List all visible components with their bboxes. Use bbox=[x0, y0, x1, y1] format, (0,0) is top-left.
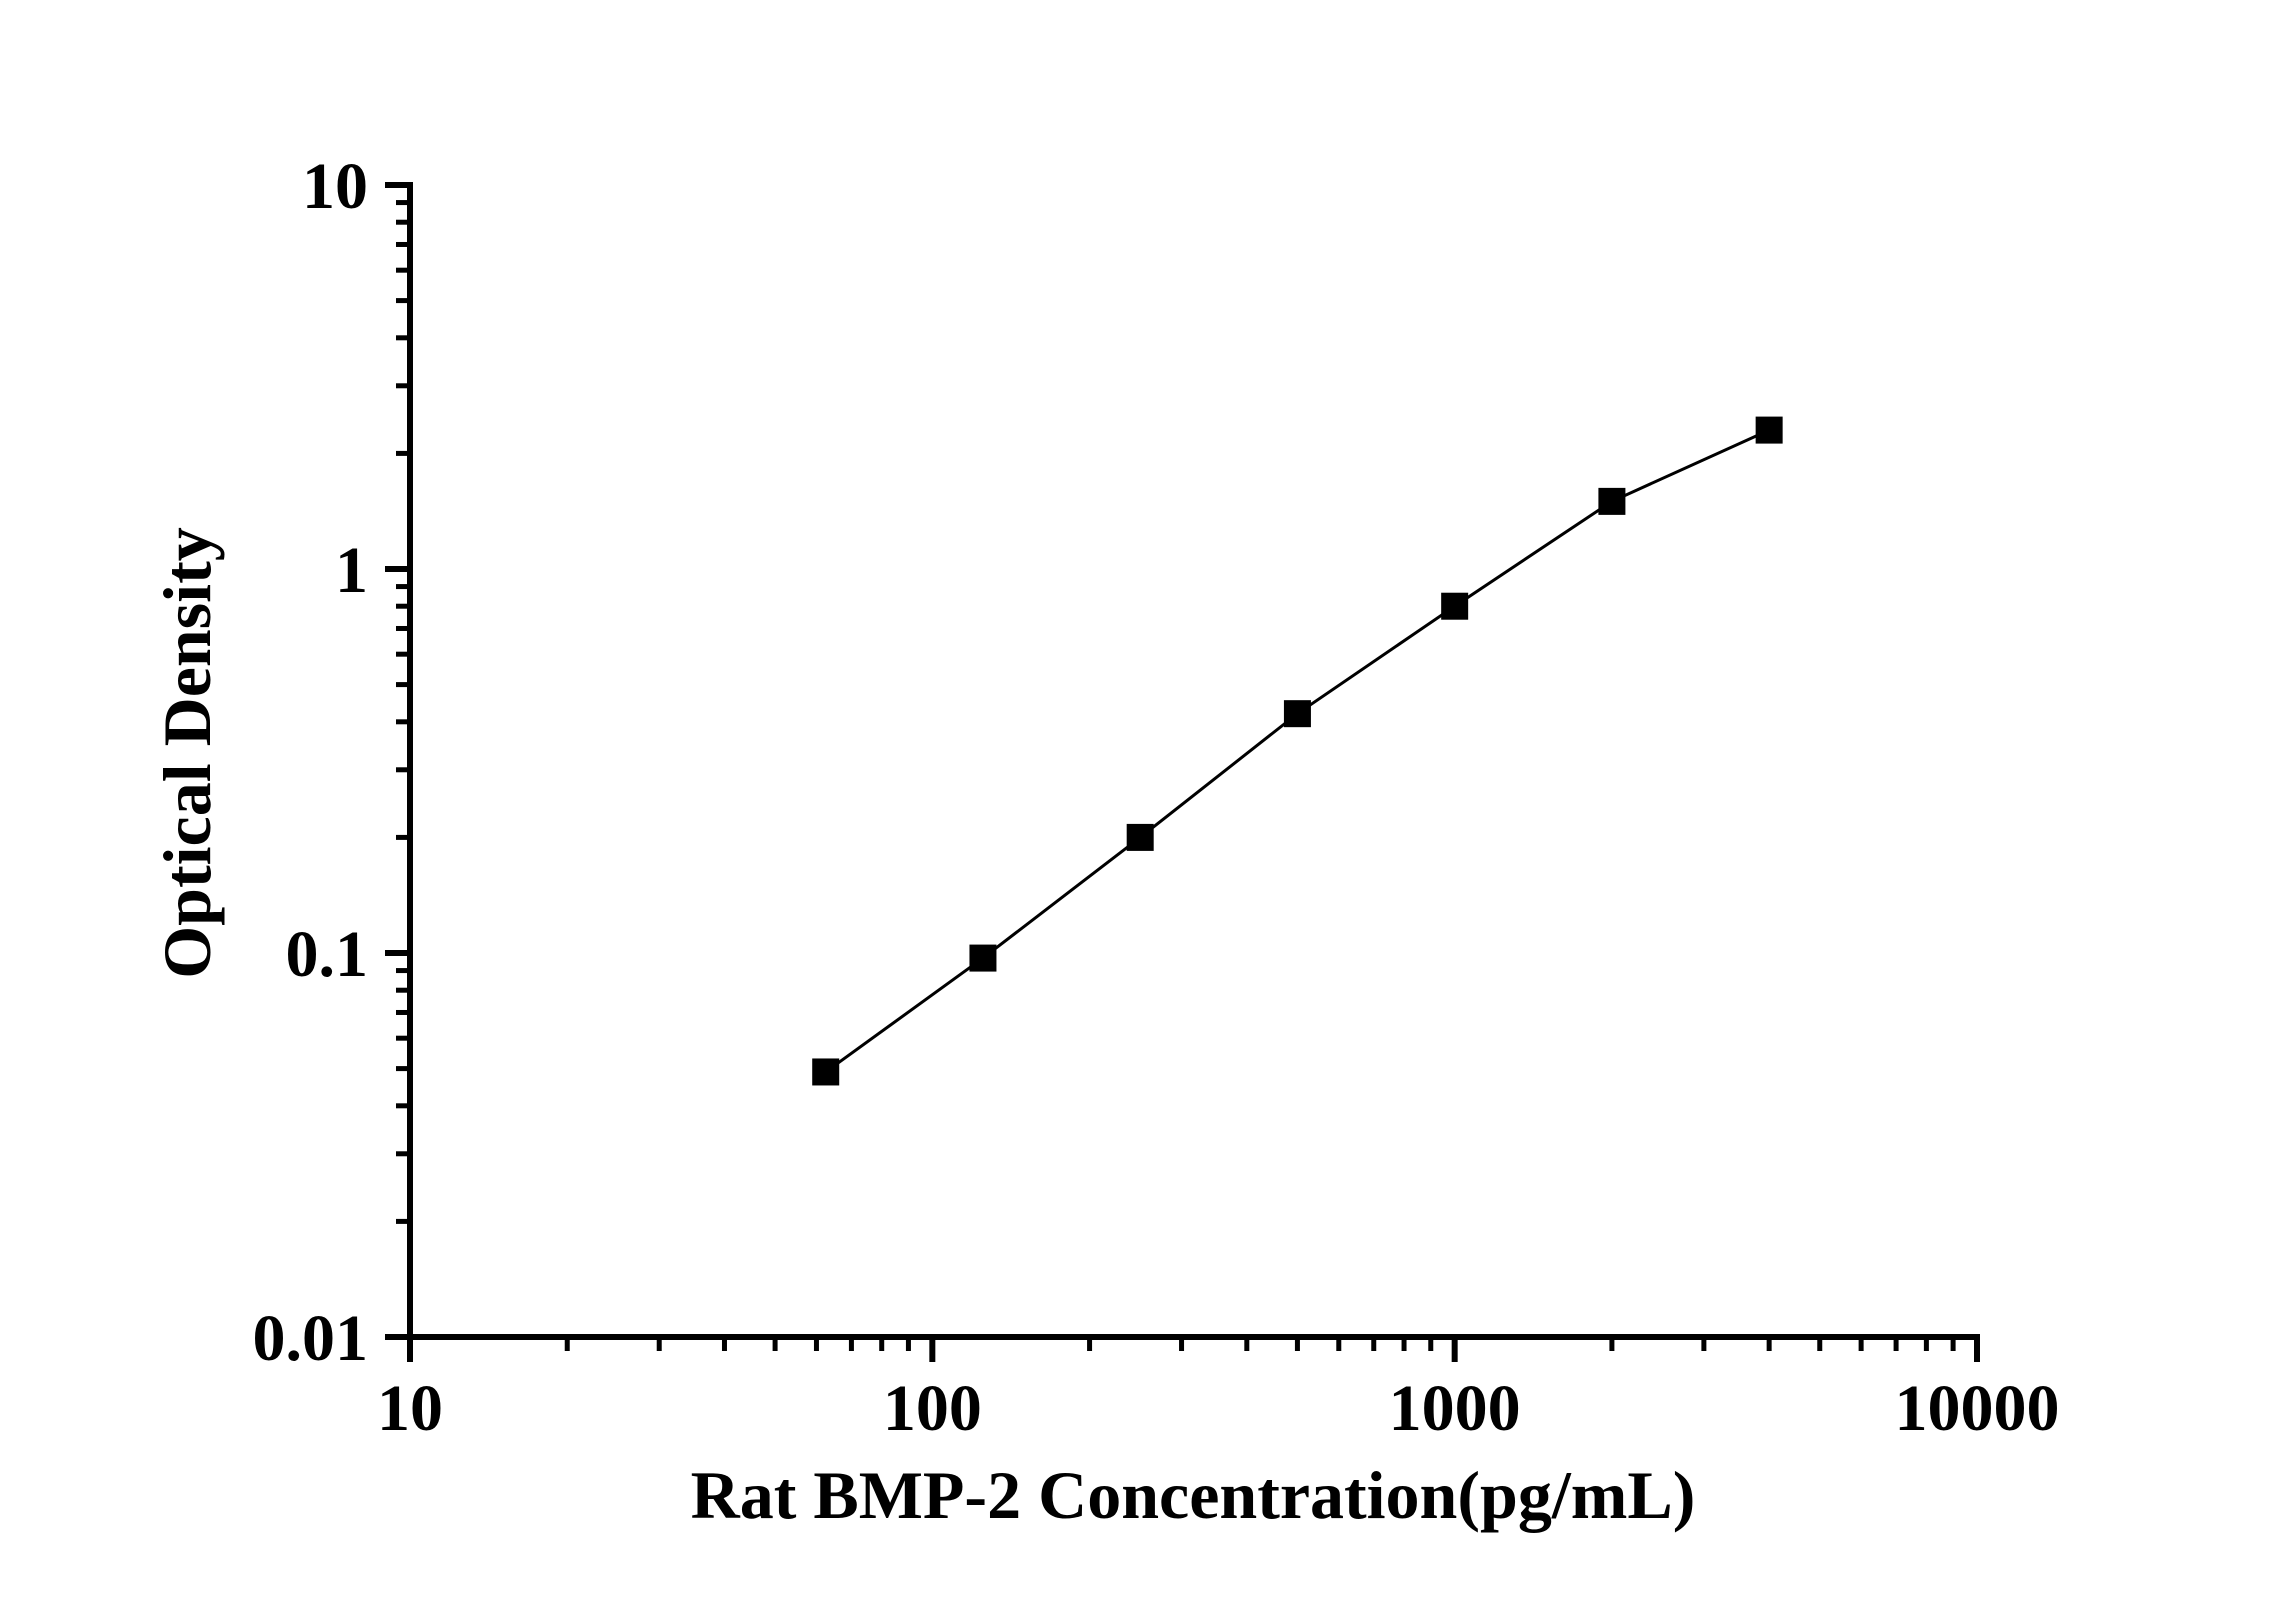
y-tick-label: 0.01 bbox=[253, 1302, 369, 1375]
y-tick-label: 0.1 bbox=[286, 918, 369, 991]
x-tick-label: 10000 bbox=[1895, 1372, 2060, 1445]
x-tick-label: 10 bbox=[377, 1372, 443, 1445]
x-axis-title: Rat BMP-2 Concentration(pg/mL) bbox=[691, 1457, 1696, 1533]
data-point-marker bbox=[969, 944, 997, 972]
x-tick-label: 1000 bbox=[1389, 1372, 1521, 1445]
data-point-marker bbox=[1598, 487, 1626, 515]
data-point-marker bbox=[1283, 700, 1311, 728]
y-axis-title: Optical Density bbox=[149, 527, 225, 978]
data-point-marker bbox=[812, 1058, 840, 1086]
data-point-marker bbox=[1126, 823, 1154, 851]
series-line bbox=[824, 428, 1770, 1074]
y-tick-label: 10 bbox=[302, 150, 368, 223]
x-tick-label: 100 bbox=[883, 1372, 982, 1445]
data-point-marker bbox=[1441, 592, 1469, 620]
data-point-marker bbox=[1755, 416, 1783, 444]
y-tick-label: 1 bbox=[335, 534, 368, 607]
